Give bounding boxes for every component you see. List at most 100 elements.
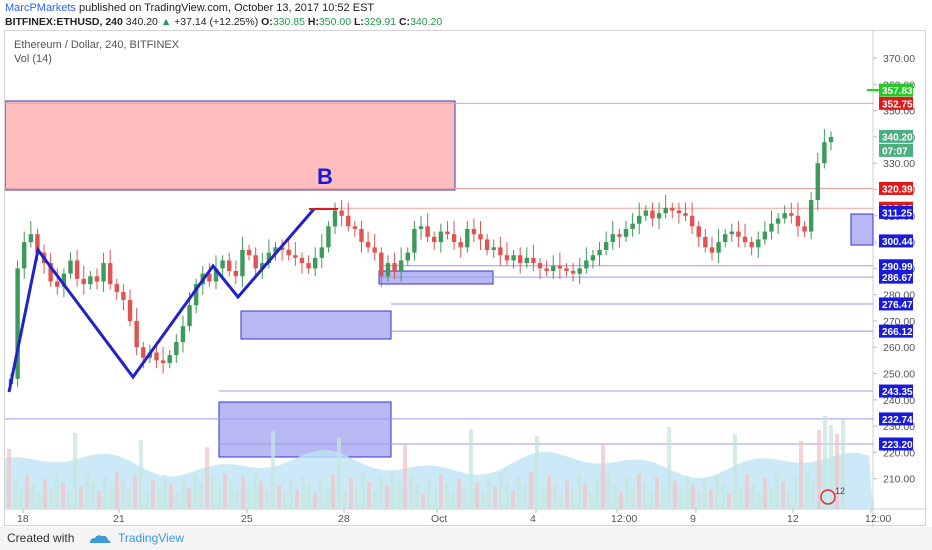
candle-body: [544, 268, 549, 271]
volume-bar: [829, 425, 833, 509]
volume-bar: [193, 474, 197, 509]
volume-bar: [601, 443, 605, 509]
volume-bar: [679, 490, 683, 509]
candle-body: [584, 260, 589, 269]
candle-body: [617, 234, 622, 237]
volume-bar: [817, 430, 821, 509]
candle-body: [167, 355, 172, 364]
trend-line: [7, 208, 316, 393]
volume-bar: [49, 488, 53, 509]
y-tick-label: 260.00: [883, 342, 915, 354]
volume-bar: [655, 477, 659, 509]
volume-bar: [181, 479, 185, 509]
candle-body: [141, 347, 146, 358]
current-price-badge: [879, 129, 913, 143]
countdown-badge: [879, 143, 913, 157]
price-level-badge: [879, 96, 913, 110]
candle-body: [253, 255, 258, 269]
tradingview-brand[interactable]: TradingView: [118, 531, 185, 545]
candle-body: [425, 226, 430, 237]
candle-body: [306, 263, 311, 269]
volume-bar: [661, 486, 665, 509]
volume-bar: [145, 494, 149, 509]
candle-body: [795, 215, 801, 227]
candle-body: [207, 273, 212, 282]
volume-bar: [781, 482, 785, 509]
candle-body: [385, 263, 391, 277]
candle-body: [570, 271, 576, 274]
candle-body: [359, 228, 364, 243]
x-tick-label: Oct: [431, 513, 447, 525]
volume-bar: [25, 475, 29, 509]
candle-body: [445, 231, 450, 235]
volume-bar: [475, 483, 479, 509]
volume-bar: [409, 476, 413, 509]
volume-bar: [67, 492, 71, 509]
demand-zone: [218, 401, 392, 458]
candle-body: [372, 247, 377, 253]
close-value: 340.20: [410, 16, 443, 28]
volume-bar: [283, 494, 287, 509]
candle-body: [696, 226, 701, 237]
candle-body: [127, 299, 133, 321]
candle-body: [392, 263, 397, 271]
candle-body: [332, 210, 338, 227]
price-level-badge-label: 352.75: [882, 99, 913, 110]
volume-bar: [271, 431, 275, 509]
volume-bar: [403, 445, 407, 509]
volume-bar: [31, 484, 35, 509]
price-chart[interactable]: Ethereum / Dollar, 240, BITFINEX Vol (14…: [5, 31, 927, 527]
volume-bar: [61, 483, 65, 509]
volume-bar: [289, 480, 293, 509]
price-level-badge-label: 320.39: [882, 184, 913, 195]
chart-frame[interactable]: Ethereum / Dollar, 240, BITFINEX Vol (14…: [4, 30, 927, 527]
price-level-badge: [879, 234, 913, 248]
volume-bar: [517, 477, 521, 509]
candle-body: [537, 263, 543, 269]
footer-bar: Created with TradingView: [0, 527, 932, 550]
volume-bar: [619, 492, 623, 509]
x-tick-label: 4: [530, 513, 536, 525]
wave-annotation-b: B: [317, 164, 333, 189]
author-link[interactable]: MarcPMarkets: [5, 2, 76, 14]
countdown-badge-label: 07:07: [882, 146, 908, 157]
volume-bar: [559, 494, 563, 509]
x-tick-label: 28: [338, 513, 350, 525]
candle-body: [603, 242, 609, 250]
candle-body: [478, 234, 483, 240]
y-tick-label: 250.00: [883, 369, 915, 381]
candle-body: [48, 263, 53, 282]
candle-body: [828, 136, 834, 143]
x-tick-label: 9: [690, 513, 696, 525]
volume-bar: [535, 436, 539, 509]
volume-bar: [733, 434, 737, 509]
candle-body: [74, 260, 80, 279]
volume-bar: [643, 482, 647, 509]
volume-bar: [91, 482, 95, 509]
volume-bar: [793, 477, 797, 509]
volume-bar: [79, 487, 83, 509]
candle-body: [405, 252, 410, 261]
x-tick-label: 18: [17, 513, 29, 525]
candle-body: [802, 226, 807, 232]
indicator-label: Vol (14): [14, 53, 52, 65]
candle-body: [815, 163, 820, 201]
candle-body: [286, 249, 291, 256]
publish-info: published on TradingView.com, October 13…: [78, 2, 375, 14]
volume-bar: [343, 492, 347, 509]
volume-bar: [169, 484, 173, 509]
candle-body: [808, 200, 814, 232]
volume-bar: [709, 489, 713, 509]
x-tick-label: 21: [113, 513, 125, 525]
candle-body: [339, 210, 344, 216]
created-with-label: Created with: [7, 531, 75, 545]
volume-bar: [673, 481, 677, 509]
volume-bar: [253, 472, 257, 509]
volume-bar: [565, 480, 569, 509]
volume-bar: [799, 441, 803, 509]
candle-body: [101, 263, 106, 282]
volume-bar: [493, 487, 497, 509]
volume-bar: [751, 483, 755, 509]
candle-body: [590, 255, 596, 261]
candle-body: [597, 249, 602, 256]
